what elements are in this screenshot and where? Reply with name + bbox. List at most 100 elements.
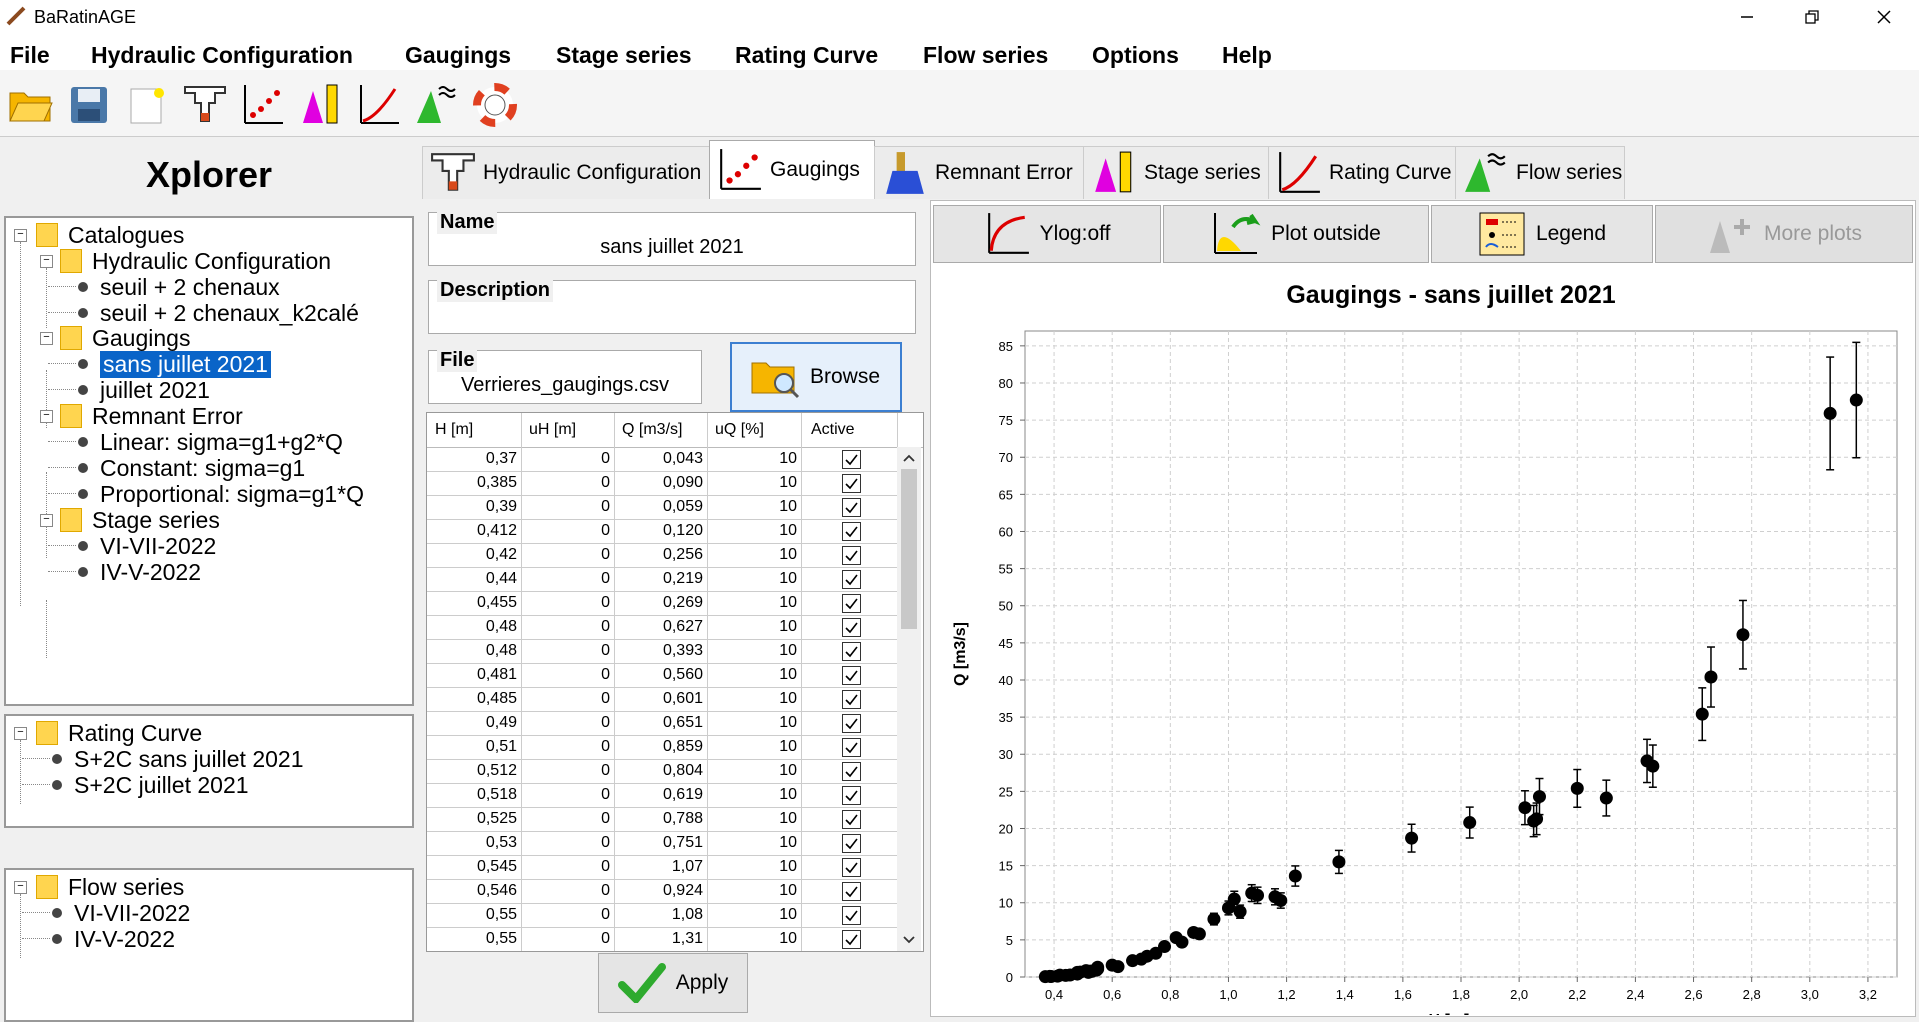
active-checkbox[interactable] xyxy=(842,858,861,877)
cell-uq[interactable]: 10 xyxy=(779,522,797,539)
table-row[interactable]: 0,546 0 0,924 10 xyxy=(427,879,897,904)
cell-uq[interactable]: 10 xyxy=(779,906,797,923)
cell-uq[interactable]: 10 xyxy=(779,450,797,467)
cell-uq[interactable]: 10 xyxy=(779,642,797,659)
cell-q[interactable]: 0,619 xyxy=(662,786,703,803)
menu-flow-series[interactable]: Flow series xyxy=(923,42,1049,68)
cell-h[interactable]: 0,48 xyxy=(485,642,517,659)
tree-item-constant[interactable]: Constant: sigma=g1 xyxy=(78,453,305,483)
active-checkbox[interactable] xyxy=(842,594,861,613)
open-button[interactable] xyxy=(6,80,56,130)
table-row[interactable]: 0,53 0 0,751 10 xyxy=(427,831,897,856)
cell-uq[interactable]: 10 xyxy=(779,570,797,587)
menu-hydraulic-configuration[interactable]: Hydraulic Configuration xyxy=(91,42,353,68)
cell-h[interactable]: 0,485 xyxy=(476,690,517,707)
apply-button[interactable]: Apply xyxy=(598,953,748,1013)
tree-node-flow-series[interactable]: Flow series xyxy=(36,872,184,902)
tree-node-catalogues[interactable]: Catalogues xyxy=(36,220,184,250)
cell-q[interactable]: 1,31 xyxy=(671,930,703,947)
cell-q[interactable]: 0,924 xyxy=(662,882,703,899)
active-checkbox[interactable] xyxy=(842,882,861,901)
active-checkbox[interactable] xyxy=(842,642,861,661)
active-checkbox[interactable] xyxy=(842,522,861,541)
hydraulic-config-button[interactable] xyxy=(180,80,230,130)
cell-uh[interactable]: 0 xyxy=(601,786,610,803)
table-row[interactable]: 0,44 0 0,219 10 xyxy=(427,567,897,592)
help-button[interactable] xyxy=(470,80,520,130)
tree-node-hydraulic-configuration[interactable]: Hydraulic Configuration xyxy=(60,246,331,276)
cell-q[interactable]: 0,627 xyxy=(662,618,703,635)
collapse-rating-curve-toggle[interactable]: − xyxy=(14,727,27,740)
active-checkbox[interactable] xyxy=(842,618,861,637)
cell-uq[interactable]: 10 xyxy=(779,762,797,779)
cell-uq[interactable]: 10 xyxy=(779,498,797,515)
cell-uh[interactable]: 0 xyxy=(601,882,610,899)
cell-q[interactable]: 0,256 xyxy=(662,546,703,563)
tree-node-remnant-error[interactable]: Remnant Error xyxy=(60,401,243,431)
cell-h[interactable]: 0,546 xyxy=(476,882,517,899)
table-row[interactable]: 0,55 0 1,31 10 xyxy=(427,927,897,951)
cell-h[interactable]: 0,481 xyxy=(476,666,517,683)
table-row[interactable]: 0,385 0 0,090 10 xyxy=(427,471,897,496)
active-checkbox[interactable] xyxy=(842,810,861,829)
active-checkbox[interactable] xyxy=(842,666,861,685)
cell-q[interactable]: 0,090 xyxy=(662,474,703,491)
table-row[interactable]: 0,485 0 0,601 10 xyxy=(427,687,897,712)
cell-q[interactable]: 0,651 xyxy=(662,714,703,731)
tab-stage-series[interactable]: Stage series xyxy=(1083,146,1269,199)
cell-q[interactable]: 0,859 xyxy=(662,738,703,755)
cell-uq[interactable]: 10 xyxy=(779,594,797,611)
tree-item-stage-iv-v-2022[interactable]: IV-V-2022 xyxy=(78,557,201,587)
file-field[interactable]: Verrieres_gaugings.csv xyxy=(461,374,669,396)
cell-uh[interactable]: 0 xyxy=(601,618,610,635)
cell-h[interactable]: 0,455 xyxy=(476,594,517,611)
cell-h[interactable]: 0,545 xyxy=(476,858,517,875)
tree-item-proportional[interactable]: Proportional: sigma=g1*Q xyxy=(78,479,364,509)
cell-q[interactable]: 0,560 xyxy=(662,666,703,683)
tab-rating-curve[interactable]: Rating Curve xyxy=(1268,146,1456,199)
tree-node-rating-curve[interactable]: Rating Curve xyxy=(36,718,202,748)
table-row[interactable]: 0,55 0 1,08 10 xyxy=(427,903,897,928)
cell-h[interactable]: 0,512 xyxy=(476,762,517,779)
restore-button[interactable] xyxy=(1784,0,1840,34)
collapse-remnant-toggle[interactable]: − xyxy=(40,410,53,423)
table-row[interactable]: 0,42 0 0,256 10 xyxy=(427,543,897,568)
menu-file[interactable]: File xyxy=(10,42,50,68)
table-row[interactable]: 0,48 0 0,627 10 xyxy=(427,615,897,640)
table-scrollbar[interactable] xyxy=(897,447,921,951)
table-row[interactable]: 0,39 0 0,059 10 xyxy=(427,495,897,520)
collapse-catalogues-toggle[interactable]: − xyxy=(14,229,27,242)
flow-series-button[interactable] xyxy=(412,80,462,130)
tree-item-linear[interactable]: Linear: sigma=g1+g2*Q xyxy=(78,427,343,457)
tree-item-juillet-2021[interactable]: juillet 2021 xyxy=(78,375,210,405)
cell-q[interactable]: 0,120 xyxy=(662,522,703,539)
cell-uh[interactable]: 0 xyxy=(601,810,610,827)
active-checkbox[interactable] xyxy=(842,450,861,469)
save-button[interactable] xyxy=(64,80,114,130)
cell-h[interactable]: 0,55 xyxy=(485,930,517,947)
table-row[interactable]: 0,525 0 0,788 10 xyxy=(427,807,897,832)
cell-q[interactable]: 0,043 xyxy=(662,450,703,467)
cell-h[interactable]: 0,39 xyxy=(485,498,517,515)
minimize-button[interactable] xyxy=(1719,0,1775,34)
active-checkbox[interactable] xyxy=(842,474,861,493)
cell-uh[interactable]: 0 xyxy=(601,474,610,491)
cell-uh[interactable]: 0 xyxy=(601,858,610,875)
cell-uh[interactable]: 0 xyxy=(601,762,610,779)
cell-q[interactable]: 0,393 xyxy=(662,642,703,659)
menu-gaugings[interactable]: Gaugings xyxy=(405,42,512,68)
tree-item-sans-juillet-2021[interactable]: sans juillet 2021 xyxy=(78,349,271,379)
active-checkbox[interactable] xyxy=(842,930,861,949)
cell-uq[interactable]: 10 xyxy=(779,858,797,875)
cell-h[interactable]: 0,412 xyxy=(476,522,517,539)
plot-outside-button[interactable]: Plot outside xyxy=(1163,205,1429,263)
col-uh[interactable]: uH [m] xyxy=(529,421,577,438)
cell-h[interactable]: 0,518 xyxy=(476,786,517,803)
cell-uh[interactable]: 0 xyxy=(601,738,610,755)
table-row[interactable]: 0,512 0 0,804 10 xyxy=(427,759,897,784)
scroll-thumb[interactable] xyxy=(901,469,917,629)
table-row[interactable]: 0,481 0 0,560 10 xyxy=(427,663,897,688)
collapse-flow-series-toggle[interactable]: − xyxy=(14,881,27,894)
cell-h[interactable]: 0,385 xyxy=(476,474,517,491)
table-row[interactable]: 0,48 0 0,393 10 xyxy=(427,639,897,664)
